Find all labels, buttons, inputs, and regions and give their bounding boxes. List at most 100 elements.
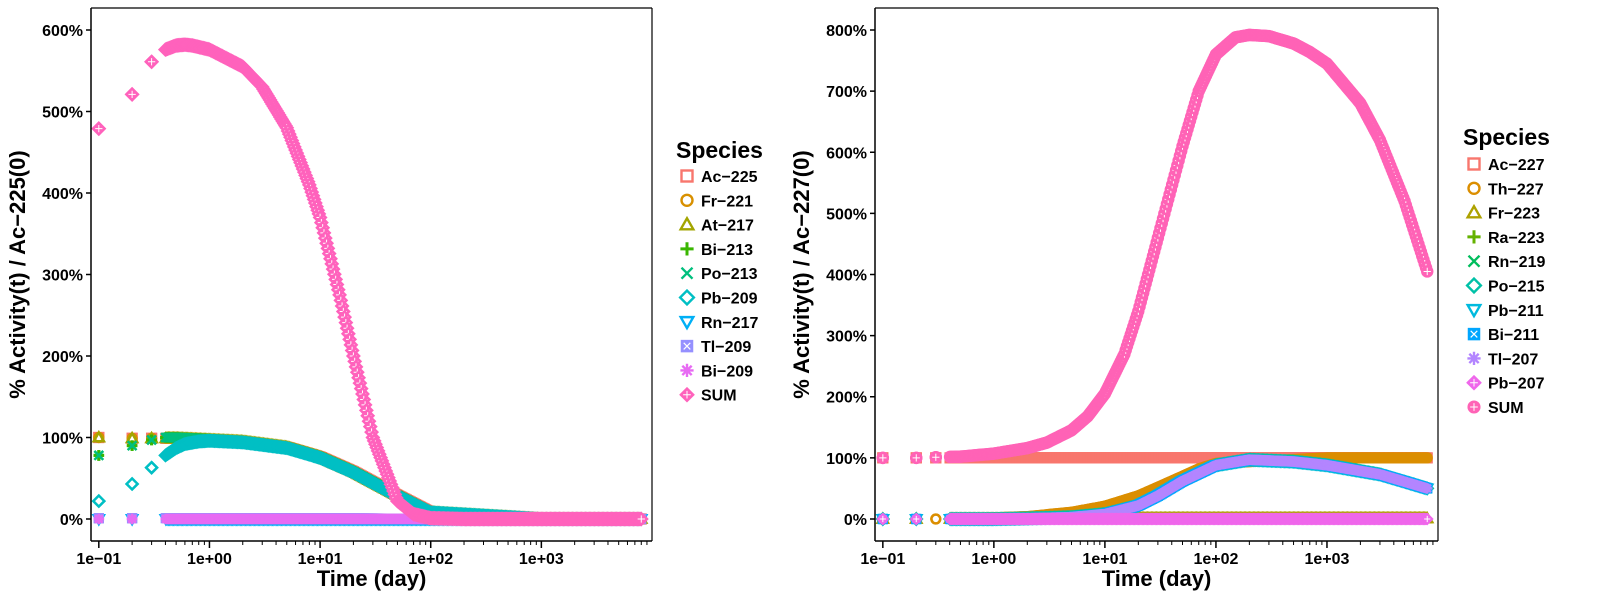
- legend-key: [680, 169, 694, 183]
- legend-key: [1466, 374, 1482, 391]
- legend-label: Ac−225: [701, 169, 758, 186]
- y-tick-label: 400%: [42, 186, 83, 203]
- legend-item-tl-209: Tl−209: [680, 339, 751, 356]
- data-point: [124, 476, 140, 492]
- legend-key: [1467, 254, 1481, 268]
- legend-label: SUM: [701, 388, 737, 405]
- legend-key: [678, 288, 696, 307]
- plot-panel: [91, 8, 652, 541]
- y-tick-label: 800%: [826, 23, 867, 40]
- x-tick-label: 1e+02: [1193, 551, 1238, 568]
- data-point: [126, 440, 138, 451]
- legend-item-bi-213: Bi−213: [680, 242, 753, 259]
- legend-title: Species: [1463, 124, 1550, 150]
- legend-key: [680, 363, 694, 377]
- legend-label: Pb−207: [1488, 376, 1545, 393]
- y-tick-label: 400%: [826, 268, 867, 285]
- x-tick-label: 1e+03: [1304, 551, 1349, 568]
- legend-item-ac-227: Ac−227: [1467, 157, 1545, 174]
- legend-item-ac-225: Ac−225: [680, 169, 758, 186]
- legend: Species Ac−225 Fr−221 At−217 Bi−213 Po−213 Pb−…: [676, 137, 763, 405]
- legend-item-fr-223: Fr−223: [1465, 203, 1540, 223]
- legend-key: [679, 386, 695, 403]
- y-axis-title: % Activity(t) / Ac−225(0): [5, 150, 30, 398]
- data-point: [124, 86, 140, 102]
- legend-item-at-217: At−217: [678, 215, 754, 235]
- legend-label: Tl−207: [1488, 351, 1538, 368]
- data-point: [91, 430, 106, 443]
- data-point: [91, 121, 107, 137]
- legend: Species Ac−227 Th−227 Fr−223 Ra−223 Rn−219 Po−…: [1463, 124, 1550, 417]
- data-point: [876, 512, 890, 526]
- legend-key: [1467, 351, 1481, 365]
- y-tick-label: 500%: [42, 105, 83, 122]
- series-sum: [91, 37, 649, 527]
- legend-item-sum: SUM: [1467, 400, 1524, 417]
- y-tick-label: 100%: [826, 451, 867, 468]
- legend-item-po-213: Po−213: [680, 266, 758, 283]
- series-pb-207: [876, 512, 1434, 526]
- x-axis-title: Time (day): [1102, 566, 1212, 591]
- y-tick-label: 0%: [60, 512, 83, 529]
- legend-key: [1467, 400, 1481, 414]
- legend-key: [1465, 303, 1483, 319]
- y-tick-label: 700%: [826, 84, 867, 101]
- legend-label: Ra−223: [1488, 230, 1545, 247]
- legend-label: Ac−227: [1488, 157, 1545, 174]
- legend-item-pb-207: Pb−207: [1466, 374, 1545, 393]
- x-tick-label: 1e+01: [298, 551, 343, 568]
- legend-item-pb-211: Pb−211: [1465, 303, 1544, 320]
- plot-area: [875, 28, 1435, 527]
- data-point: [909, 512, 923, 526]
- legend-label: Fr−223: [1488, 206, 1540, 223]
- legend-label: Pb−209: [701, 291, 758, 308]
- legend-item-ra-223: Ra−223: [1467, 230, 1545, 247]
- legend-item-pb-209: Pb−209: [678, 288, 758, 308]
- legend-key: [680, 266, 694, 280]
- data-point: [930, 513, 942, 525]
- x-tick-label: 1e+00: [971, 551, 1016, 568]
- legend-key: [1465, 276, 1483, 295]
- y-tick-label: 600%: [42, 23, 83, 40]
- legend-key: [1467, 327, 1481, 341]
- y-tick-label: 300%: [42, 268, 83, 285]
- legend-key: [1467, 157, 1481, 171]
- legend-label: Rn−217: [701, 315, 758, 332]
- data-point: [144, 460, 159, 475]
- x-tick-label: 1e+03: [519, 551, 564, 568]
- series-sum: [876, 28, 1434, 465]
- legend-item-bi-209: Bi−209: [680, 363, 753, 380]
- data-point: [144, 54, 160, 70]
- data-point: [876, 451, 890, 465]
- legend-item-sum: SUM: [679, 386, 737, 405]
- y-tick-label: 600%: [826, 145, 867, 162]
- legend-label: Po−215: [1488, 279, 1545, 296]
- legend-item-fr-221: Fr−221: [680, 193, 753, 210]
- legend-label: SUM: [1488, 400, 1524, 417]
- y-tick-label: 200%: [826, 390, 867, 407]
- legend-key: [680, 193, 694, 208]
- y-axis-title: % Activity(t) / Ac−227(0): [789, 150, 814, 398]
- legend-key: [678, 315, 696, 331]
- legend-label: Th−227: [1488, 181, 1544, 198]
- plot-area: [91, 37, 649, 527]
- legend-key: [1467, 181, 1481, 196]
- data-point: [126, 513, 138, 525]
- legend-item-rn-219: Rn−219: [1467, 254, 1545, 271]
- data-point: [91, 493, 107, 509]
- data-point: [93, 450, 105, 461]
- legend-key: [680, 242, 694, 256]
- chart-2: 0% 100% 200% 300% 400% 500% 600% 700% 800% 1e−01 1…: [789, 7, 1550, 591]
- legend-item-po-215: Po−215: [1465, 276, 1545, 296]
- data-point: [93, 513, 105, 525]
- y-tick-label: 300%: [826, 329, 867, 346]
- legend-label: Tl−209: [701, 339, 751, 356]
- legend-label: Rn−219: [1488, 254, 1545, 271]
- legend-label: Pb−211: [1488, 303, 1544, 320]
- legend-label: Bi−211: [1488, 327, 1539, 344]
- legend-label: Fr−221: [701, 193, 753, 210]
- x-tick-label: 1e+01: [1082, 551, 1127, 568]
- y-tick-label: 200%: [42, 349, 83, 366]
- legend-label: Bi−213: [701, 242, 753, 259]
- x-tick-label: 1e+00: [187, 551, 232, 568]
